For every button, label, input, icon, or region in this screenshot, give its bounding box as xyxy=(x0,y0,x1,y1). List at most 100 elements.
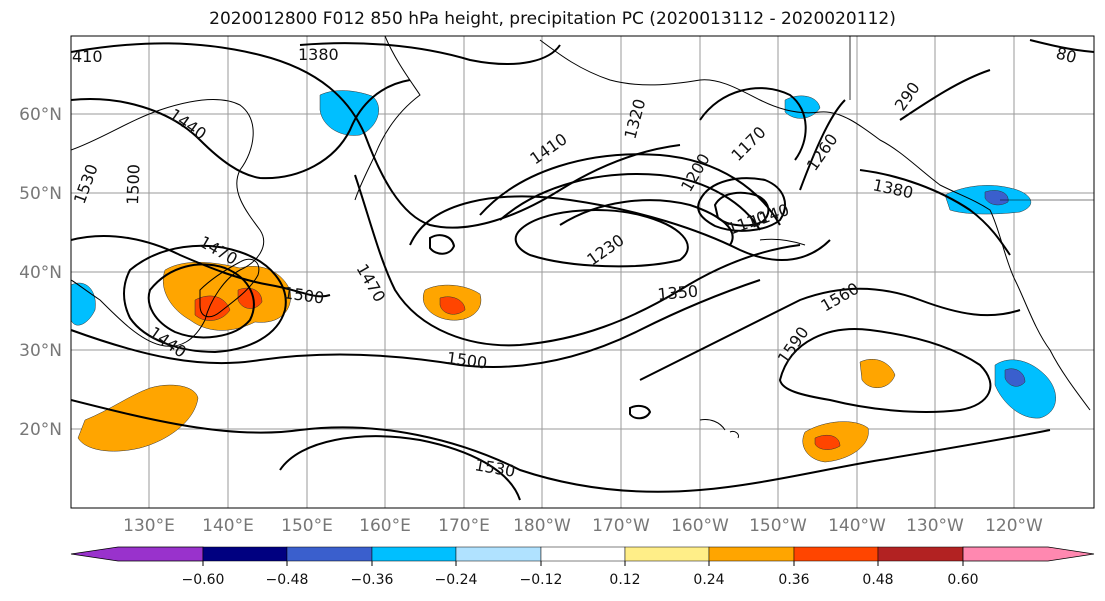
positive-region-south xyxy=(77,384,199,452)
contour-1440 xyxy=(71,79,411,180)
coastline-kamchatka xyxy=(354,36,421,201)
contour-label: 1320 xyxy=(621,97,650,141)
colorbar-tick-labels: −0.60 −0.48 −0.36 −0.24 −0.12 0.12 0.24 … xyxy=(182,572,979,588)
lon-label: 150°E xyxy=(281,516,333,536)
contour-1500 xyxy=(71,279,761,368)
contour-label-group: 410 1380 1440 1530 1500 1410 1320 1170 1… xyxy=(70,44,1079,481)
positive-core-170e xyxy=(439,296,466,315)
coastline-hawaii xyxy=(699,419,739,439)
colorbar-tick-label: 0.60 xyxy=(947,572,978,588)
lon-label: 130°E xyxy=(123,516,175,536)
contour-label: 1380 xyxy=(871,175,915,202)
contour-small-1 xyxy=(429,234,456,255)
contour-1110 xyxy=(713,191,770,227)
lat-label: 50°N xyxy=(19,184,62,204)
coastlines xyxy=(71,36,1094,439)
contour-1380-north xyxy=(299,42,561,66)
contour-label: 1500 xyxy=(445,348,488,372)
colorbar-tick-label: 0.24 xyxy=(693,572,724,588)
lon-label: 170°E xyxy=(438,516,490,536)
contour-1320 xyxy=(479,153,781,226)
contour-1170 xyxy=(699,87,807,161)
colorbar-tick-label: 0.12 xyxy=(609,572,640,588)
colorbar-segment xyxy=(793,546,879,562)
contour-1470 xyxy=(123,244,287,354)
lon-label: 160°W xyxy=(671,516,729,536)
contour-290 xyxy=(899,69,991,121)
positive-core-hawaii-ne xyxy=(814,435,841,450)
contour-label: 1410 xyxy=(526,129,570,168)
contour-label: 1260 xyxy=(803,130,842,174)
colorbar-segment xyxy=(624,546,710,562)
colorbar-tick-label: −0.24 xyxy=(435,572,478,588)
lon-label: 180°W xyxy=(513,516,571,536)
positive-region-east xyxy=(859,359,896,388)
contour-1530-sub xyxy=(279,435,521,501)
positive-core-japan xyxy=(194,295,231,321)
contour-label: 1560 xyxy=(818,279,863,316)
contour-1470-trough xyxy=(354,174,801,347)
lon-label: 170°W xyxy=(592,516,650,536)
colorbar-segment xyxy=(540,546,626,562)
contour-label: 410 xyxy=(72,47,103,66)
colorbar-segment xyxy=(286,546,373,562)
contour-1500-japan xyxy=(71,234,331,298)
map-title: 2020012800 F012 850 hPa height, precipit… xyxy=(209,9,896,29)
contour-label: 1440 xyxy=(166,105,210,144)
contour-label: 1590 xyxy=(774,323,813,367)
contour-1350 xyxy=(409,195,831,261)
contour-1260 xyxy=(799,99,846,191)
lon-label: 140°W xyxy=(828,516,886,536)
lon-label: 150°W xyxy=(749,516,807,536)
contour-1290 xyxy=(499,173,761,231)
contour-label: 80 xyxy=(1054,44,1079,68)
colorbar-tick-label: 0.36 xyxy=(778,572,809,588)
negative-region-west-edge xyxy=(71,282,96,326)
lon-label: 130°W xyxy=(906,516,964,536)
contour-label: 1470 xyxy=(353,261,390,306)
lat-label: 40°N xyxy=(19,263,62,283)
colorbar-tick-label: −0.60 xyxy=(182,572,225,588)
contour-small-2 xyxy=(629,404,652,420)
lon-label: 120°W xyxy=(985,516,1043,536)
colorbar-tick-label: −0.48 xyxy=(266,572,309,588)
contour-label: 1500 xyxy=(123,164,143,205)
colorbar-tick-label: −0.36 xyxy=(351,572,394,588)
colorbar-tick-label: 0.48 xyxy=(862,572,893,588)
latitude-labels: 60°N 50°N 40°N 30°N 20°N xyxy=(19,105,62,440)
lon-label: 140°E xyxy=(202,516,254,536)
contour-label: 1170 xyxy=(727,123,769,165)
contour-1440-japan xyxy=(147,263,255,339)
contour-1530 xyxy=(71,399,1051,493)
negative-core-gulf xyxy=(984,190,1009,206)
negative-region-alaska-w xyxy=(319,90,379,136)
lat-label: 20°N xyxy=(19,420,62,440)
colorbar-segment xyxy=(708,546,795,562)
contour-label: 1530 xyxy=(473,455,516,481)
colorbar-segment xyxy=(455,546,542,562)
plot-frame xyxy=(70,35,1095,509)
contour-label: 1530 xyxy=(70,162,102,207)
colorbar-segments xyxy=(70,546,1095,562)
contour-label: 1350 xyxy=(657,282,699,304)
contour-1380-east xyxy=(859,169,1011,256)
colorbar-segment xyxy=(371,546,457,562)
colorbar-segment xyxy=(202,546,288,562)
contour-label: 1380 xyxy=(298,45,339,64)
contour-1140 xyxy=(697,177,786,232)
colorbar-segment xyxy=(962,546,1095,562)
colorbar-segment xyxy=(877,546,964,562)
colorbar-tick-lines xyxy=(202,561,964,566)
negative-region-baja xyxy=(994,359,1056,419)
height-contours xyxy=(71,39,1094,501)
negative-core-baja xyxy=(1004,368,1026,387)
coastline-asia xyxy=(71,99,265,347)
contour-1590 xyxy=(778,328,992,413)
contour-1200 xyxy=(559,199,734,246)
colorbar: −0.60 −0.48 −0.36 −0.24 −0.12 0.12 0.24 … xyxy=(70,546,1095,588)
gridlines xyxy=(71,36,1094,508)
contour-1560 xyxy=(639,287,1021,381)
negative-region-aleutian xyxy=(784,95,821,119)
colorbar-tick-label: −0.12 xyxy=(520,572,563,588)
